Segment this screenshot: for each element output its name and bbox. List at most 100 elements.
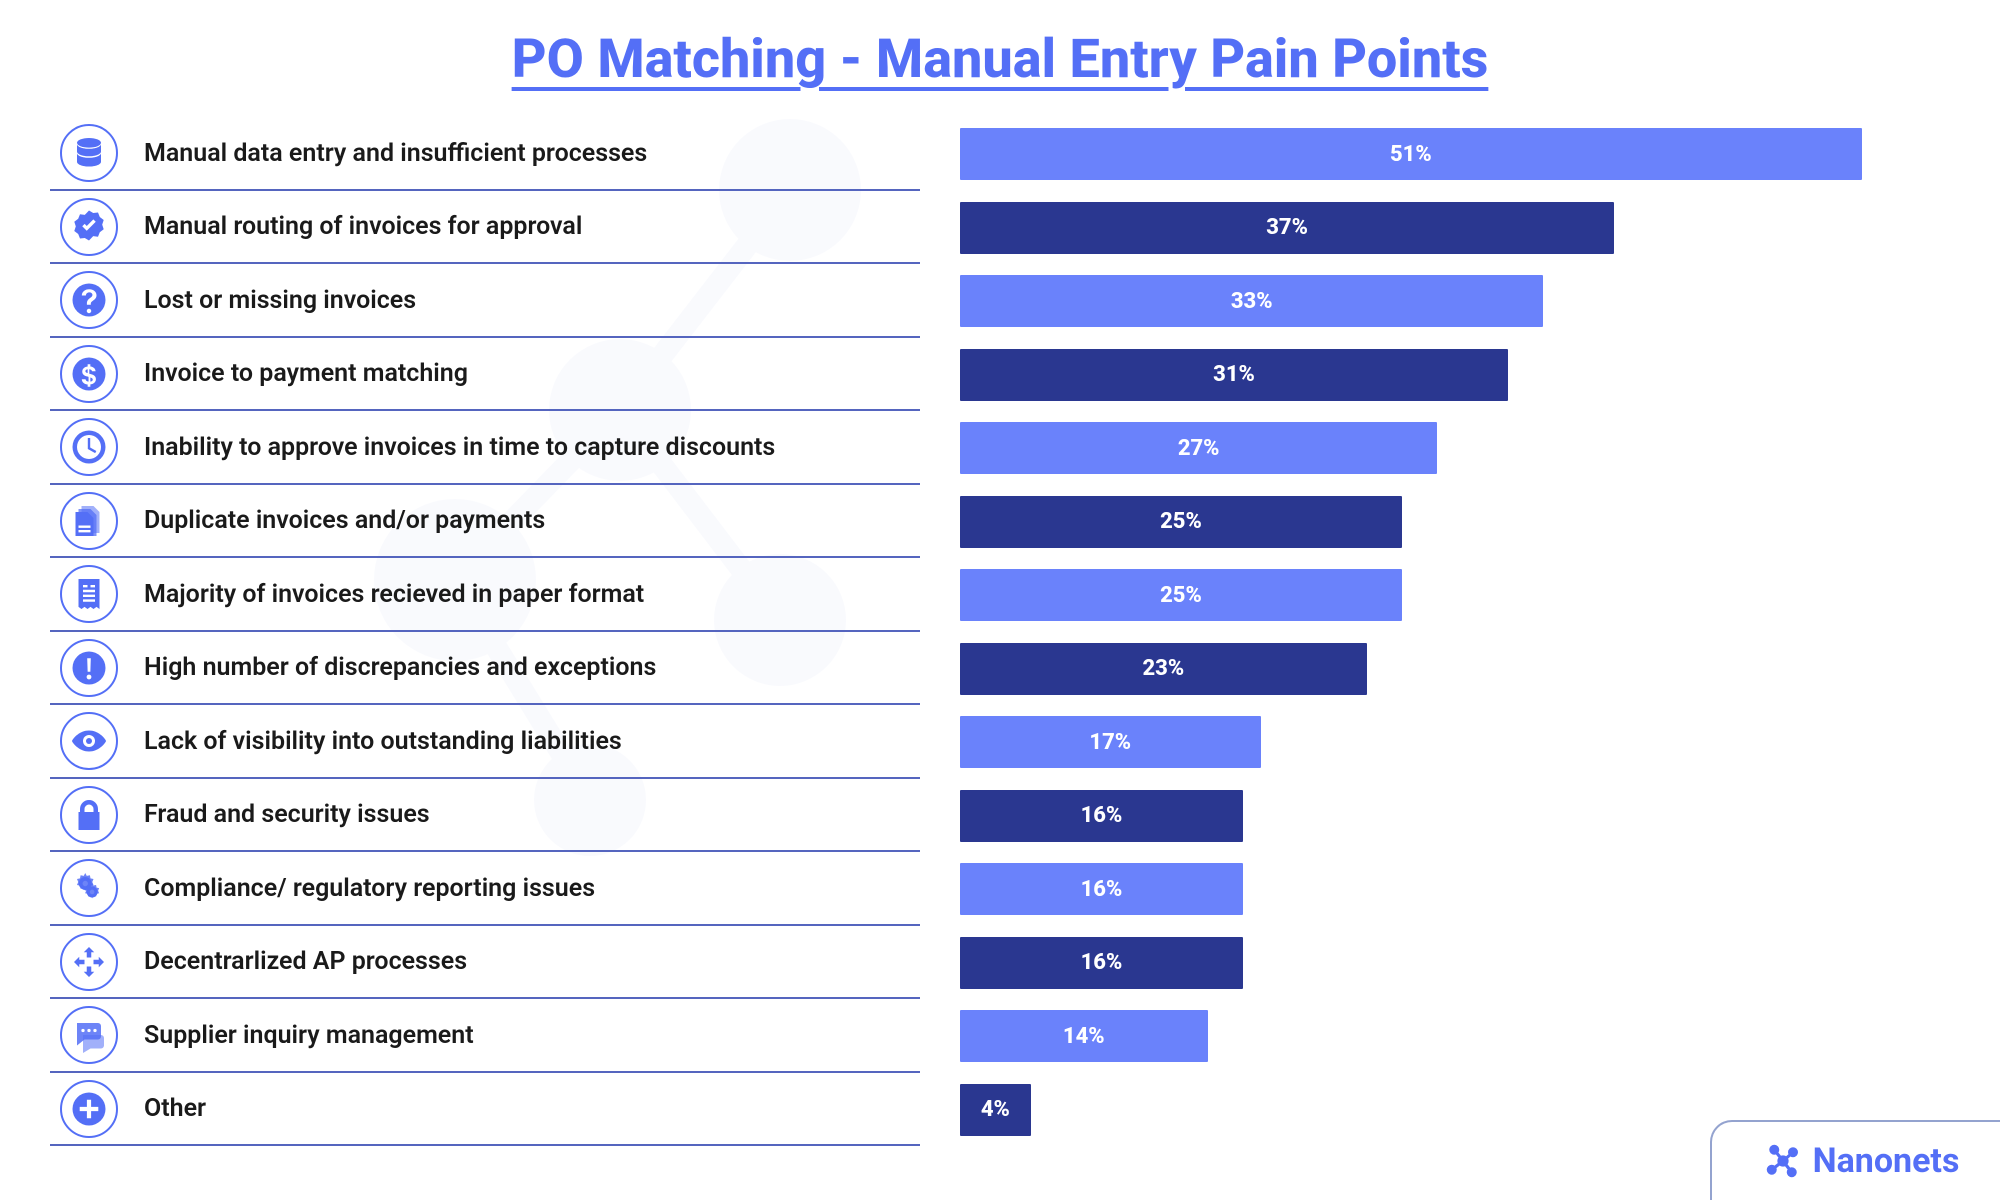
- row-bar-col: 31%: [920, 338, 1950, 412]
- row-label-col: Inability to approve invoices in time to…: [50, 411, 920, 485]
- row-label: Manual data entry and insufficient proce…: [144, 139, 647, 168]
- row-label-col: Majority of invoices recieved in paper f…: [50, 558, 920, 632]
- row-label: Decentrarlized AP processes: [144, 947, 467, 976]
- alert-icon: [60, 639, 118, 697]
- row-label: Manual routing of invoices for approval: [144, 212, 582, 241]
- bar-value: 25%: [1160, 583, 1202, 608]
- database-icon: [60, 124, 118, 182]
- chart-row: Invoice to payment matching 31%: [50, 338, 1950, 412]
- row-bar-col: 17%: [920, 705, 1950, 779]
- row-bar-col: 25%: [920, 485, 1950, 559]
- chart-row: Compliance/ regulatory reporting issues 1…: [50, 852, 1950, 926]
- chart-row: Lack of visibility into outstanding liab…: [50, 705, 1950, 779]
- chart-title: PO Matching - Manual Entry Pain Points: [50, 30, 1950, 89]
- row-label: Compliance/ regulatory reporting issues: [144, 874, 595, 903]
- row-bar-col: 33%: [920, 264, 1950, 338]
- row-label: High number of discrepancies and excepti…: [144, 653, 656, 682]
- row-bar-col: 27%: [920, 411, 1950, 485]
- row-label-col: Compliance/ regulatory reporting issues: [50, 852, 920, 926]
- row-label: Lost or missing invoices: [144, 286, 416, 315]
- nanonets-logo-text: Nanonets: [1813, 1141, 1960, 1181]
- bar: 31%: [960, 349, 1508, 401]
- row-label: Majority of invoices recieved in paper f…: [144, 580, 644, 609]
- row-label-col: Lost or missing invoices: [50, 264, 920, 338]
- bar: 16%: [960, 863, 1243, 915]
- chart-row: Inability to approve invoices in time to…: [50, 411, 1950, 485]
- row-label: Lack of visibility into outstanding liab…: [144, 727, 622, 756]
- plus-icon: [60, 1080, 118, 1138]
- row-label: Duplicate invoices and/or payments: [144, 506, 545, 535]
- bar-value: 31%: [1213, 362, 1255, 387]
- bar: 17%: [960, 716, 1261, 768]
- eye-icon: [60, 712, 118, 770]
- row-label-col: Manual data entry and insufficient proce…: [50, 117, 920, 191]
- chat-icon: [60, 1006, 118, 1064]
- nanonets-logo-icon: [1763, 1141, 1803, 1181]
- dollar-icon: [60, 345, 118, 403]
- bar-value: 25%: [1160, 509, 1202, 534]
- row-label-col: Invoice to payment matching: [50, 338, 920, 412]
- row-label-col: Other: [50, 1073, 920, 1147]
- bar: 37%: [960, 202, 1614, 254]
- row-bar-col: 25%: [920, 558, 1950, 632]
- bar: 25%: [960, 569, 1402, 621]
- row-label-col: Decentrarlized AP processes: [50, 926, 920, 1000]
- row-label-col: Supplier inquiry management: [50, 999, 920, 1073]
- row-label-col: Lack of visibility into outstanding liab…: [50, 705, 920, 779]
- row-bar-col: 16%: [920, 779, 1950, 853]
- bar: 51%: [960, 128, 1862, 180]
- bar: 25%: [960, 496, 1402, 548]
- bar-value: 23%: [1142, 656, 1184, 681]
- lock-icon: [60, 786, 118, 844]
- nanonets-logo: Nanonets: [1710, 1120, 2000, 1200]
- arrows-icon: [60, 933, 118, 991]
- row-bar-col: 23%: [920, 632, 1950, 706]
- files-icon: [60, 492, 118, 550]
- bar: 16%: [960, 790, 1243, 842]
- row-label: Supplier inquiry management: [144, 1021, 474, 1050]
- bar-value: 16%: [1081, 950, 1123, 975]
- chart-row: Other 4%: [50, 1073, 1950, 1147]
- badge-check-icon: [60, 198, 118, 256]
- gears-icon: [60, 859, 118, 917]
- row-label: Inability to approve invoices in time to…: [144, 433, 775, 462]
- chart-row: Supplier inquiry management 14%: [50, 999, 1950, 1073]
- chart-row: Fraud and security issues 16%: [50, 779, 1950, 853]
- chart-row: Manual data entry and insufficient proce…: [50, 117, 1950, 191]
- chart-row: High number of discrepancies and excepti…: [50, 632, 1950, 706]
- row-label-col: Duplicate invoices and/or payments: [50, 485, 920, 559]
- receipt-icon: [60, 565, 118, 623]
- bar-value: 33%: [1231, 289, 1273, 314]
- row-bar-col: 16%: [920, 926, 1950, 1000]
- chart-row: Majority of invoices recieved in paper f…: [50, 558, 1950, 632]
- row-label: Other: [144, 1094, 206, 1123]
- chart-row: Decentrarlized AP processes 16%: [50, 926, 1950, 1000]
- bar: 23%: [960, 643, 1367, 695]
- row-label: Fraud and security issues: [144, 800, 430, 829]
- bar: 14%: [960, 1010, 1208, 1062]
- bar-value: 16%: [1081, 803, 1123, 828]
- row-label-col: Manual routing of invoices for approval: [50, 191, 920, 265]
- clock-icon: [60, 418, 118, 476]
- bar-value: 51%: [1390, 142, 1432, 167]
- row-bar-col: 14%: [920, 999, 1950, 1073]
- row-label: Invoice to payment matching: [144, 359, 468, 388]
- bar-value: 37%: [1266, 215, 1308, 240]
- bar: 4%: [960, 1084, 1031, 1136]
- row-bar-col: 37%: [920, 191, 1950, 265]
- question-icon: [60, 271, 118, 329]
- row-bar-col: 16%: [920, 852, 1950, 926]
- row-label-col: High number of discrepancies and excepti…: [50, 632, 920, 706]
- bar-chart: Manual data entry and insufficient proce…: [50, 117, 1950, 1146]
- bar-value: 27%: [1178, 436, 1220, 461]
- chart-row: Duplicate invoices and/or payments 25%: [50, 485, 1950, 559]
- chart-row: Lost or missing invoices 33%: [50, 264, 1950, 338]
- row-label-col: Fraud and security issues: [50, 779, 920, 853]
- bar-value: 17%: [1089, 730, 1131, 755]
- bar-value: 16%: [1081, 877, 1123, 902]
- bar-value: 14%: [1063, 1024, 1105, 1049]
- chart-row: Manual routing of invoices for approval 3…: [50, 191, 1950, 265]
- bar: 16%: [960, 937, 1243, 989]
- bar: 27%: [960, 422, 1437, 474]
- row-bar-col: 51%: [920, 117, 1950, 191]
